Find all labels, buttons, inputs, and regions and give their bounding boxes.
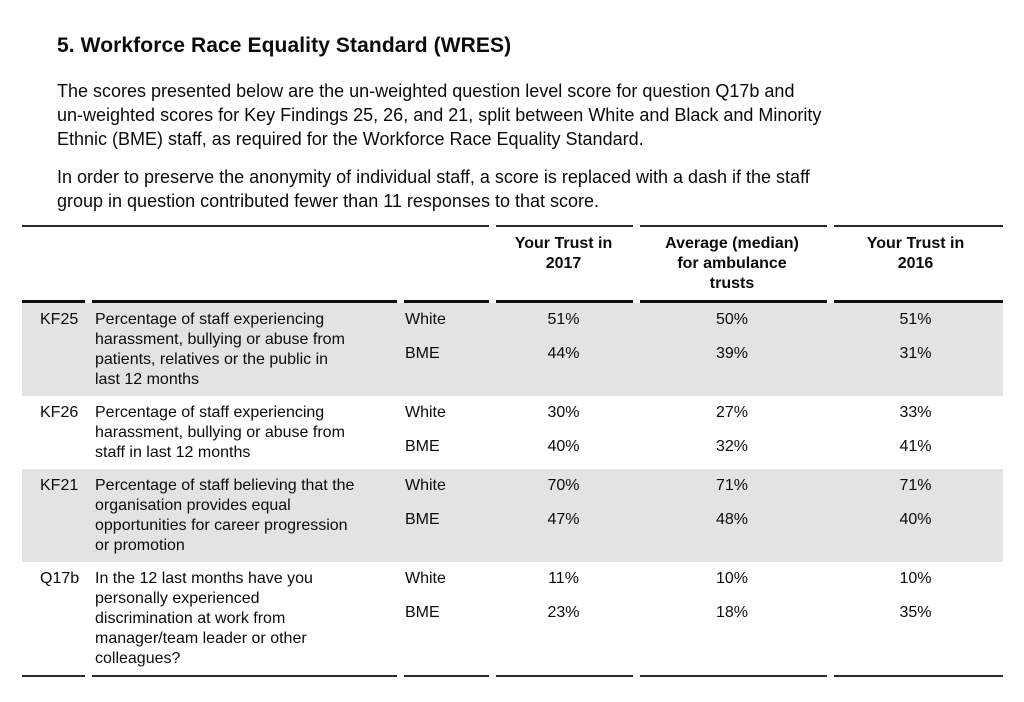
values-trust-2016: 33% 41%	[899, 404, 932, 455]
rule-segment	[496, 225, 633, 227]
table-bottom-rule	[22, 675, 1003, 677]
group-white-label: White	[405, 477, 446, 494]
table-header-row: Your Trust in 2017 Average (median) for …	[22, 227, 1003, 300]
rule-segment	[404, 300, 489, 303]
values-trust-2017: 70% 47%	[547, 477, 580, 528]
values-trust-2016: 10% 35%	[899, 570, 932, 621]
row-id: KF26	[40, 404, 79, 421]
group-labels: White BME	[400, 476, 492, 556]
paragraph-line: group in question contributed fewer than…	[57, 191, 600, 211]
group-white-label: White	[405, 570, 446, 587]
group-bme-label: BME	[405, 604, 440, 621]
group-labels: White BME	[400, 310, 492, 390]
rule-segment	[834, 675, 1003, 677]
rule-segment	[92, 300, 397, 303]
values-ambulance-average: 27% 32%	[715, 404, 749, 455]
table-row-kf26: KF26 Percentage of staff experiencing ha…	[22, 396, 1003, 469]
group-bme-label: BME	[405, 345, 440, 362]
paragraph-line: In order to preserve the anonymity of in…	[57, 167, 810, 187]
group-labels: White BME	[400, 403, 492, 463]
rule-segment	[496, 675, 633, 677]
intro-paragraph: The scores presented below are the un-we…	[57, 79, 994, 151]
section-heading: 5. Workforce Race Equality Standard (WRE…	[57, 34, 512, 57]
row-description: Percentage of staff experiencing harassm…	[95, 404, 345, 461]
values-ambulance-average: 50% 39%	[715, 311, 749, 362]
row-id: KF25	[40, 311, 79, 328]
rule-segment	[834, 300, 1003, 303]
rule-segment	[640, 675, 827, 677]
rule-segment	[640, 225, 827, 227]
row-description: In the 12 last months have you personall…	[95, 570, 313, 667]
values-ambulance-average: 10% 18%	[715, 570, 749, 621]
group-bme-label: BME	[405, 438, 440, 455]
row-id: KF21	[40, 477, 79, 494]
group-white-label: White	[405, 311, 446, 328]
values-ambulance-average: 71% 48%	[715, 477, 749, 528]
table-row-kf21: KF21 Percentage of staff believing that …	[22, 469, 1003, 562]
wres-table: Your Trust in 2017 Average (median) for …	[22, 225, 1003, 677]
header-spacer	[22, 234, 88, 294]
row-description: Percentage of staff believing that the o…	[95, 477, 355, 554]
group-white-label: White	[405, 404, 446, 421]
header-spacer	[400, 234, 492, 294]
paragraph-line: The scores presented below are the un-we…	[57, 81, 795, 101]
values-trust-2017: 51% 44%	[547, 311, 580, 362]
table-row-q17b: Q17b In the 12 last months have you pers…	[22, 562, 1003, 675]
values-trust-2017: 11% 23%	[547, 570, 580, 621]
paragraph-line: un-weighted scores for Key Findings 25, …	[57, 105, 822, 125]
paragraph-line: Ethnic (BME) staff, as required for the …	[57, 129, 644, 149]
rule-segment	[92, 675, 397, 677]
anonymity-paragraph: In order to preserve the anonymity of in…	[57, 165, 994, 213]
row-id: Q17b	[40, 570, 80, 587]
rule-segment	[496, 300, 633, 303]
rule-segment	[834, 225, 1003, 227]
rule-segment	[22, 675, 85, 677]
rule-segment	[640, 300, 827, 303]
values-trust-2016: 71% 40%	[899, 477, 932, 528]
rule-segment	[404, 675, 489, 677]
table-row-kf25: KF25 Percentage of staff experiencing ha…	[22, 303, 1003, 396]
row-description: Percentage of staff experiencing harassm…	[95, 311, 345, 388]
values-trust-2016: 51% 31%	[899, 311, 932, 362]
group-labels: White BME	[400, 569, 492, 669]
header-spacer	[88, 234, 400, 294]
table-top-rule	[22, 225, 1003, 227]
table-header-rule	[22, 300, 1003, 303]
group-bme-label: BME	[405, 511, 440, 528]
col-header-ambulance-average: Average (median) for ambulance trusts	[665, 235, 799, 292]
rule-segment	[22, 225, 489, 227]
col-header-trust-2017: Your Trust in 2017	[514, 235, 613, 272]
values-trust-2017: 30% 40%	[547, 404, 580, 455]
col-header-trust-2016: Your Trust in 2016	[866, 235, 965, 272]
rule-segment	[22, 300, 85, 303]
